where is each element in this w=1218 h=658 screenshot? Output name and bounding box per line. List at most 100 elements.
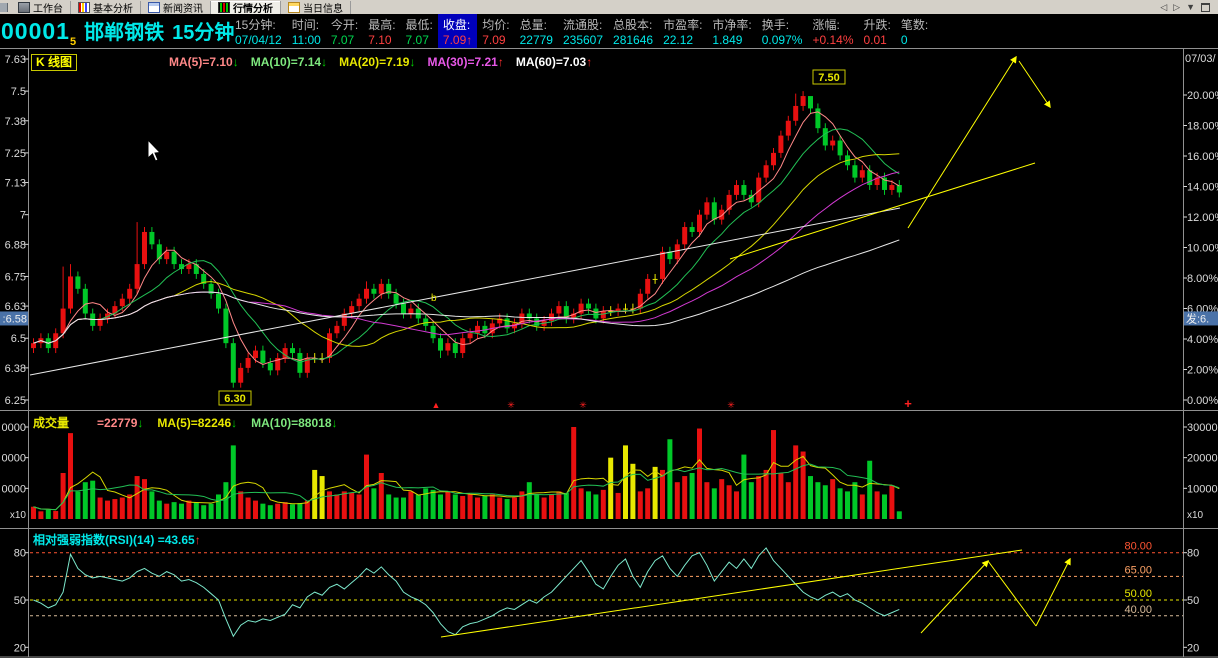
volume-bar <box>223 482 229 519</box>
price-tag-box <box>218 390 252 406</box>
quote-field-市盈率: 市盈率: 22.12 <box>658 14 707 48</box>
ma60-label: MA(60)=7.03↑ <box>515 55 593 69</box>
volume-bar <box>275 503 281 519</box>
issue-price-left-text: :6.58 <box>3 313 27 325</box>
tab-当日信息[interactable]: 当日信息 <box>281 0 351 15</box>
k-right-axis-label: 10.00% <box>1187 243 1218 255</box>
volume-left-axis-label: 0000 <box>2 453 26 465</box>
tab-bar: 工作台 基本分析 新闻资讯 行情分析 当日信息 ◁ ▷ ▼ <box>0 0 1218 15</box>
k-right-axis-label: 2.00% <box>1187 365 1218 377</box>
volume-bar <box>600 489 606 519</box>
dropdown-icon[interactable]: ▼ <box>1186 2 1195 12</box>
quote-field-总量: 总量: 22779 <box>515 14 558 48</box>
drawn-trendline[interactable] <box>907 55 1017 229</box>
field-label: 换手: <box>761 18 790 32</box>
rsi-value: =43.65 <box>157 533 195 547</box>
candle-body <box>896 185 902 193</box>
candle-body <box>208 283 214 294</box>
tab-新闻资讯[interactable]: 新闻资讯 <box>141 0 211 15</box>
event-marker-icon: ✳ <box>507 400 515 410</box>
volume-bar <box>734 491 739 519</box>
drawn-trendline-rsi[interactable] <box>920 559 989 634</box>
volume-bar <box>637 491 643 519</box>
field-value: 0 <box>900 33 908 47</box>
candle-body <box>571 313 577 319</box>
k-right-axis-label: 8.00% <box>1187 273 1218 285</box>
candle-body <box>637 293 643 309</box>
field-value: 281646 <box>613 33 654 47</box>
quote-field-最低: 最低: 7.07 <box>401 14 438 48</box>
k-ma5-line <box>33 111 900 365</box>
volume-bar <box>489 494 495 519</box>
volume-bar <box>815 482 821 519</box>
drawn-trendline-rsi[interactable] <box>1035 557 1071 627</box>
volume-bar <box>97 497 103 519</box>
candle-body <box>889 185 895 190</box>
tab-工作台[interactable]: 工作台 <box>11 0 71 15</box>
volume-bar <box>800 451 806 519</box>
ma30-trend-arrow: ↑ <box>497 55 504 69</box>
volume-bar <box>608 457 614 519</box>
volume-bar <box>615 492 621 519</box>
candle-body <box>112 306 118 314</box>
volume-bar <box>763 469 769 519</box>
field-label: 均价: <box>482 18 510 32</box>
tab-行情分析[interactable]: 行情分析 <box>211 0 281 15</box>
volume-panel-header: 成交量 =22779↓ MA(5)=82246↓ MA(10)=88018↓ <box>33 414 352 431</box>
field-value: 7.09 <box>482 33 506 47</box>
tab-label: 当日信息 <box>303 3 343 15</box>
k-left-axis-label: 7 <box>20 210 26 222</box>
chart-canvas[interactable]: 7.63 7.5 7.38 7.25 7.13 7 6.88 6.75 6.63 6.5 6.38 6… <box>0 48 1218 658</box>
candle-body <box>245 357 251 368</box>
candle-body <box>304 357 310 373</box>
volume-bar <box>245 497 251 519</box>
volume-bar <box>282 502 288 519</box>
candle-body <box>282 348 288 358</box>
candle-body <box>785 120 791 136</box>
candle-body <box>142 231 147 265</box>
candle-body <box>586 303 591 309</box>
candle-body <box>371 288 377 294</box>
volume-bar <box>253 500 258 519</box>
candle-body <box>393 293 399 304</box>
volume-bar <box>156 500 162 519</box>
candle-body <box>667 251 673 260</box>
volume-bar <box>134 476 140 519</box>
nav-forward-icon[interactable]: ▷ <box>1173 1 1181 12</box>
field-label: 市净率: <box>712 18 752 32</box>
drawn-trendline-rsi[interactable] <box>440 549 1023 638</box>
drawn-trendline[interactable] <box>1018 60 1051 109</box>
volume-bar <box>859 494 865 519</box>
rsi-panel-header: 相对强弱指数(RSI)(14) =43.65↑ <box>33 531 201 548</box>
drawn-trendline-rsi[interactable] <box>987 560 1037 627</box>
nav-back-icon[interactable]: ◁ <box>1160 1 1168 12</box>
volume-bar <box>896 511 902 519</box>
k-left-axis-label: 7.38 <box>5 116 26 128</box>
rsi-layer <box>33 547 1071 638</box>
volume-bar <box>393 497 399 519</box>
ma10-trend-arrow: ↓ <box>321 55 328 69</box>
volume-bar <box>874 491 880 519</box>
candle-body <box>171 251 177 265</box>
issue-price-right-text: 发:6. <box>1186 311 1209 325</box>
drawn-trendline[interactable] <box>729 162 1036 260</box>
event-marker-icon: ▲ <box>432 400 441 410</box>
field-value: 1.849 <box>712 33 743 47</box>
candle-body <box>149 231 155 245</box>
candle-body <box>697 214 702 232</box>
volume-ma10-line <box>33 463 900 511</box>
volume-bar <box>822 485 828 519</box>
volume-bar <box>586 491 591 519</box>
volume-right-axis-label: 20000 <box>1187 453 1218 465</box>
volume-ma10-label: MA(10)=88018↓ <box>251 416 338 430</box>
quote-field-换手: 换手: 0.097% <box>757 14 808 48</box>
volume-bar <box>142 479 147 519</box>
drawn-trendline[interactable] <box>29 207 901 376</box>
restore-window-icon[interactable] <box>1201 2 1210 12</box>
volume-unit-left: x10 <box>10 510 27 521</box>
candle-body <box>674 244 680 260</box>
volume-bar <box>438 494 443 519</box>
candle-body <box>800 96 806 106</box>
candle-body <box>364 288 369 299</box>
tab-基本分析[interactable]: 基本分析 <box>71 0 141 15</box>
